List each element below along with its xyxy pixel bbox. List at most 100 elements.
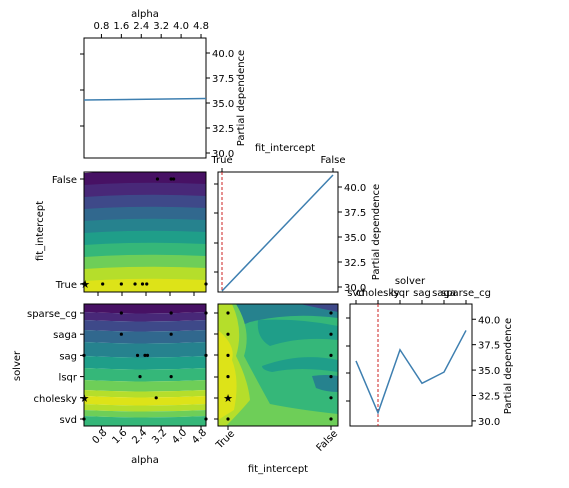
xtick-label: 4.0 xyxy=(170,427,189,446)
ytick-label-false: False xyxy=(52,175,77,186)
ytick-label: 30.0 xyxy=(478,417,500,428)
contour-band xyxy=(84,396,206,406)
fit_intercept-vs-solver-xlabel: fit_intercept xyxy=(248,464,308,475)
contour-band xyxy=(84,380,206,392)
sample-point xyxy=(169,375,173,379)
alpha-vs-solver-xlabel: alpha xyxy=(131,455,159,466)
sample-point xyxy=(133,282,137,286)
contour-band xyxy=(84,254,206,271)
sample-point xyxy=(172,177,176,181)
x-ticks-unlabeled xyxy=(97,292,195,296)
axes-frame xyxy=(349,303,473,427)
sample-point xyxy=(119,311,123,315)
contour-band xyxy=(84,320,206,332)
alpha-pd-line xyxy=(83,97,207,101)
y-ticks-left-unlabeled xyxy=(214,183,218,273)
xtick-label: 0.8 xyxy=(93,21,109,32)
xtick-label: saga xyxy=(432,288,456,299)
contour-band xyxy=(84,312,206,322)
minimum-marker: ★ xyxy=(80,278,90,291)
contour-bands xyxy=(218,304,338,426)
sample-point xyxy=(154,396,158,400)
xtick-label: 3.2 xyxy=(150,427,169,446)
ytick-label-true: True xyxy=(55,280,77,291)
contour-band xyxy=(84,230,206,247)
contour-band xyxy=(84,304,206,314)
y-ticks-left-unlabeled xyxy=(80,53,84,127)
sample-point xyxy=(145,353,150,357)
sample-point xyxy=(101,282,105,286)
xtick-label-true: True xyxy=(210,155,232,166)
sample-point xyxy=(226,332,230,336)
alpha-pd-xlabel: alpha xyxy=(131,9,159,20)
xtick-label: 0.8 xyxy=(91,427,110,446)
x-ticks-top: True False xyxy=(210,155,346,172)
ytick-label: 30.0 xyxy=(344,283,366,294)
sample-point xyxy=(135,353,140,357)
alpha-vs-fit_intercept-ylabel: fit_intercept xyxy=(35,201,46,261)
fit_intercept-pd-line xyxy=(221,174,334,292)
sample-point xyxy=(329,417,333,421)
xtick-label: cholesky xyxy=(356,288,400,299)
y-ticks-right: 30.0 32.5 35.0 37.5 40.0 xyxy=(472,315,500,428)
sample-point xyxy=(138,375,142,379)
ytick-label: 35.0 xyxy=(478,366,500,377)
xtick-label: sag xyxy=(413,288,431,299)
xtick-label: 2.4 xyxy=(130,427,149,446)
contour-band xyxy=(84,368,206,382)
ytick-label: 35.0 xyxy=(212,99,234,110)
contour-band xyxy=(257,319,338,346)
contour-band xyxy=(84,416,206,426)
fit_intercept-pd-ylabel: Partial dependence xyxy=(371,184,382,280)
ytick-label: 32.5 xyxy=(478,392,500,403)
xtick-label: 4.0 xyxy=(173,21,189,32)
ytick-label: 37.5 xyxy=(344,208,366,219)
sample-point xyxy=(329,396,333,400)
sample-point xyxy=(145,282,149,286)
axes-frame xyxy=(217,303,339,427)
y-ticks-left-unlabeled xyxy=(346,317,350,402)
xtick-label: svd xyxy=(347,288,364,299)
y-ticks-right: 30.0 32.5 35.0 37.5 40.0 xyxy=(338,183,366,294)
axes-frame xyxy=(83,303,207,427)
contour-band xyxy=(84,266,206,283)
contour-bands xyxy=(84,172,206,292)
xtick-label-true: True xyxy=(214,428,238,452)
xtick-label: 4.8 xyxy=(190,427,209,446)
contour-band xyxy=(312,375,338,392)
ytick-label: 40.0 xyxy=(478,315,500,326)
ytick-label: 32.5 xyxy=(344,258,366,269)
xtick-label-false: False xyxy=(315,428,341,454)
contour-band xyxy=(84,356,206,370)
contour-band xyxy=(84,390,206,398)
contour-band xyxy=(262,357,338,372)
ytick-label: 40.0 xyxy=(212,49,234,60)
sample-point xyxy=(226,417,230,421)
alpha-vs-solver-ylabel: solver xyxy=(12,350,23,381)
xtick-label: 4.8 xyxy=(193,21,209,32)
sample-point xyxy=(169,332,173,336)
xtick-label: 1.6 xyxy=(113,21,129,32)
contour-band xyxy=(84,342,206,358)
sample-point xyxy=(226,375,230,379)
ytick-label: 37.5 xyxy=(212,74,234,85)
sample-point xyxy=(329,332,333,336)
sample-point xyxy=(140,282,145,286)
panel-alpha-vs-fit_intercept: ★ False True fit_intercept xyxy=(35,171,208,296)
panel-alpha-pd: 0.8 1.6 2.4 3.2 4.0 4.8 30.032.535.037.540.0 … xyxy=(80,9,247,160)
x-ticks: True False xyxy=(214,426,341,454)
panel-fit_intercept-pd: True False 30.0 32.5 35.0 37.5 40.0 fit_inte… xyxy=(210,143,382,294)
contour-bands xyxy=(84,304,206,426)
sample-point xyxy=(143,353,147,357)
sample-point xyxy=(169,177,173,181)
minimum-marker: ★ xyxy=(223,392,233,405)
ytick-label: sparse_cg xyxy=(27,309,77,320)
xtick-label: 3.2 xyxy=(153,21,169,32)
xtick-label: 2.4 xyxy=(133,21,149,32)
sample-point xyxy=(329,375,333,379)
xtick-label: sparse_cg xyxy=(441,288,491,299)
contour-band xyxy=(84,194,206,211)
